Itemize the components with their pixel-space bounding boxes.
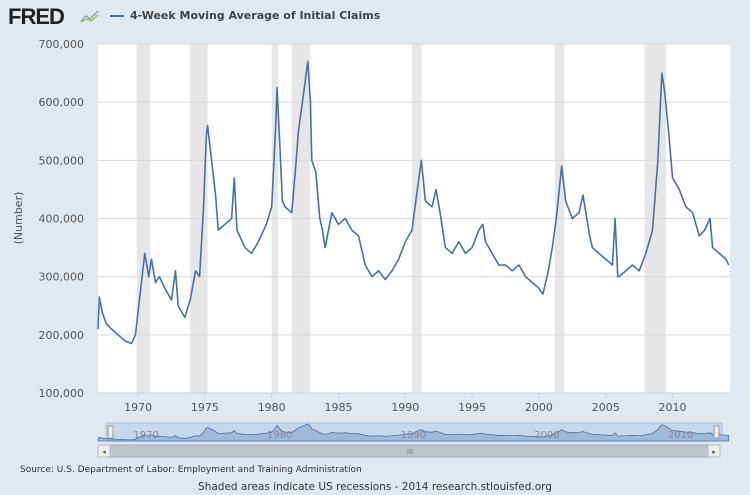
scroll-left-button[interactable]	[97, 444, 111, 458]
legend-item[interactable]: 4-Week Moving Average of Initial Claims	[110, 9, 380, 22]
fred-logo: FRED	[8, 4, 65, 29]
chart-svg[interactable]: 100,000 200,000 300,000 400,000 500,000 600,0…	[0, 0, 750, 462]
x-tick-label: 1990	[391, 401, 419, 414]
navigator-tick-label: 1990	[401, 430, 426, 441]
y-tick-label: 500,000	[39, 154, 85, 167]
x-tick-label: 1985	[325, 401, 353, 414]
navigator-tick-label: 2010	[668, 430, 693, 441]
footer-note: Shaded areas indicate US recessions - 20…	[198, 481, 552, 493]
navigator-series	[97, 423, 730, 442]
fred-logo-icon	[80, 10, 99, 23]
source-text: Source: U.S. Department of Labor: Employ…	[20, 465, 362, 475]
x-tick-label: 2000	[525, 401, 553, 414]
arrow-right-icon: ▸	[712, 448, 716, 456]
navigator-handle-right[interactable]	[713, 425, 720, 439]
navigator-tick-label: 2000	[534, 430, 559, 441]
navigator-tick-label: 1970	[133, 430, 158, 441]
navigator-handle-left[interactable]	[107, 425, 114, 439]
y-tick-label: 400,000	[39, 213, 85, 226]
scrollbar-grip-icon: III	[407, 448, 413, 456]
chart-title: 4-Week Moving Average of Initial Claims	[130, 9, 381, 22]
y-tick-label: 200,000	[39, 329, 85, 342]
y-tick-label: 100,000	[39, 387, 85, 400]
x-tick-label: 1970	[124, 401, 152, 414]
x-tick-label: 2010	[659, 401, 687, 414]
y-axis-label: (Number)	[12, 192, 25, 245]
x-tick-label: 2005	[592, 401, 620, 414]
legend-swatch	[110, 15, 124, 17]
x-tick-label: 1975	[191, 401, 219, 414]
series-line	[97, 60, 730, 345]
y-tick-label: 300,000	[39, 271, 85, 284]
navigator-tick-label: 1980	[267, 430, 292, 441]
y-tick-label: 600,000	[39, 96, 85, 109]
scroll-right-button[interactable]	[707, 444, 721, 458]
arrow-left-icon: ◂	[102, 448, 106, 456]
x-tick-label: 1995	[458, 401, 486, 414]
x-tick-label: 1980	[258, 401, 286, 414]
y-tick-label: 700,000	[39, 38, 85, 51]
